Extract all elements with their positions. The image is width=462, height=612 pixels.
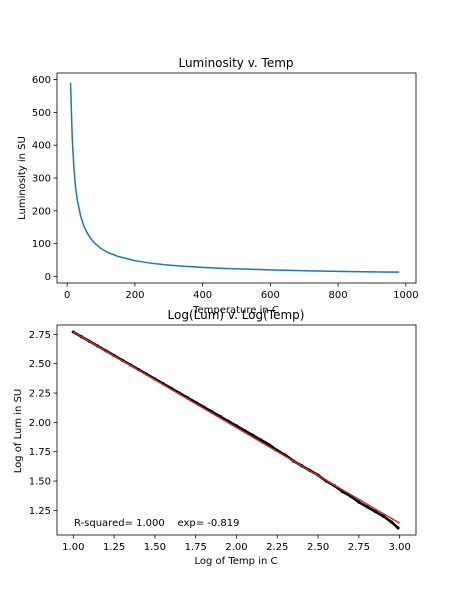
series-line [72,331,401,524]
y-tick-label: 400 [32,141,51,152]
y-tick-label: 1.75 [29,447,51,458]
data-point [381,514,385,518]
y-tick-label: 2.50 [29,359,51,370]
y-tick-label: 500 [32,108,51,119]
data-point [373,509,377,514]
plot-frame [56,72,417,284]
data-point [396,526,400,530]
x-tick-label: 2.75 [348,542,370,553]
y-tick-label: 0 [45,272,51,283]
x-tick-label: 1.50 [144,542,166,553]
plot-marks [69,82,400,273]
x-tick-label: 2.00 [225,542,247,553]
data-point [389,520,394,524]
y-tick-label: 1.50 [29,477,51,488]
fit-annotation: R-squared= 1.000 exp= -0.819 [74,518,240,529]
y-tick-label: 2.00 [29,418,51,429]
plot-marks [71,330,401,530]
x-axis-label: Log of Temp in C [195,556,278,567]
x-tick-label: 400 [193,290,212,301]
x-tick-label: 1.00 [62,542,84,553]
luminosity-vs-temp-chart: Luminosity v. Temp Temperature in C Lumi… [17,56,419,316]
x-tick-label: 1000 [393,290,418,301]
y-tick-label: 600 [32,75,51,86]
x-tick-label: 2.50 [307,542,329,553]
y-tick-label: 1.25 [29,506,51,517]
x-tick-label: 1.25 [103,542,125,553]
y-axis-label: Luminosity in SU [17,136,28,220]
x-tick-label: 2.25 [266,542,288,553]
x-axis-label: Temperature in C [192,305,279,316]
y-axis-label: Log of Lum in SU [13,389,24,473]
x-tick-label: 1.75 [185,542,207,553]
x-tick-label: 0 [64,290,70,301]
axis-ticks: 0 200 400 600 800 1000 0 100 200 300 400 500 600 [32,75,419,301]
y-tick-label: 100 [32,239,51,250]
y-tick-label: 2.25 [29,389,51,400]
data-point [267,443,271,447]
axis-ticks: 1.00 1.25 1.50 1.75 2.00 2.25 2.50 2.75 3.00 1.25… [29,330,411,553]
chart-title: Luminosity v. Temp [178,56,293,70]
x-tick-label: 800 [329,290,348,301]
series-line [69,82,400,273]
data-point [357,500,361,504]
y-tick-label: 300 [32,174,51,185]
x-tick-label: 200 [125,290,144,301]
y-tick-label: 2.75 [29,330,51,341]
x-tick-label: 600 [261,290,280,301]
x-tick-label: 3.00 [389,542,411,553]
data-point [365,505,369,509]
log-lum-vs-log-temp-chart: Log(Lum) v. Log(Temp) Log of Temp in C L… [13,308,417,567]
chart-title: Log(Lum) v. Log(Temp) [168,308,305,322]
plot-frame [56,324,417,536]
y-tick-label: 200 [32,206,51,217]
